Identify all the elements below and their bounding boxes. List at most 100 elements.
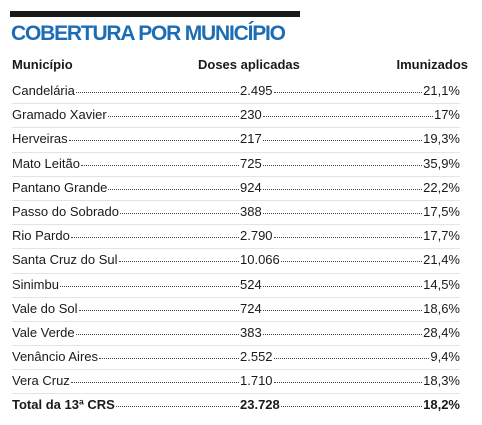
name-cell: Mato Leitão xyxy=(12,156,240,171)
immunized: 21,4% xyxy=(423,252,460,268)
doses: 2.552 xyxy=(240,349,273,365)
doses: 10.066 xyxy=(240,252,280,268)
table-row: Pantano Grande 924 22,2% xyxy=(12,177,460,201)
values-cell: 2.552 9,4% xyxy=(240,349,460,364)
municipality: Vale Verde xyxy=(12,324,75,340)
leader xyxy=(262,188,423,190)
leader xyxy=(118,261,239,263)
immunized: 17,5% xyxy=(423,203,460,219)
leader xyxy=(273,382,423,384)
values-cell: 217 19,3% xyxy=(240,131,460,146)
municipality: Mato Leitão xyxy=(12,155,80,171)
name-cell: Rio Pardo xyxy=(12,228,240,243)
doses: 2.495 xyxy=(240,83,273,98)
municipality: Venâncio Aires xyxy=(12,349,99,365)
name-cell: Sinimbu xyxy=(12,277,240,292)
table-row: Herveiras 217 19,3% xyxy=(12,128,460,153)
values-cell: 2.790 17,7% xyxy=(240,228,460,243)
immunized: 18,2% xyxy=(423,397,460,413)
leader xyxy=(273,358,430,360)
doses: 924 xyxy=(240,179,262,195)
values-cell: 1.710 18,3% xyxy=(240,373,460,388)
table-row: Santa Cruz do Sul 10.066 21,4% xyxy=(12,249,460,274)
immunized: 19,3% xyxy=(423,131,460,147)
leader xyxy=(115,406,239,408)
column-header: Município xyxy=(12,57,73,72)
leader xyxy=(70,382,239,384)
values-cell: 924 22,2% xyxy=(240,180,460,195)
municipality: Rio Pardo xyxy=(12,228,70,244)
immunized: 35,9% xyxy=(423,155,460,171)
values-cell: 230 17% xyxy=(240,107,460,122)
name-cell: Passo do Sobrado xyxy=(12,204,240,219)
leader xyxy=(273,92,423,93)
leader xyxy=(262,309,423,311)
doses: 383 xyxy=(240,324,262,340)
leader xyxy=(70,237,239,239)
table-row: Sinimbu 524 14,5% xyxy=(12,274,460,298)
leader xyxy=(75,333,239,335)
doses: 724 xyxy=(240,300,262,316)
values-cell: 724 18,6% xyxy=(240,301,460,316)
municipality: Santa Cruz do Sul xyxy=(12,252,118,268)
values-cell: 725 35,9% xyxy=(240,156,460,171)
name-cell: Santa Cruz do Sul xyxy=(12,252,240,267)
leader xyxy=(78,309,239,311)
values-cell: 524 14,5% xyxy=(240,277,460,292)
values-cell: 383 28,4% xyxy=(240,325,460,340)
name-cell: Vale Verde xyxy=(12,325,240,340)
name-cell: Total da 13ª CRS xyxy=(12,397,240,412)
leader xyxy=(68,140,239,142)
leader xyxy=(262,333,423,335)
table-row: Candelária 2.495 21,1% xyxy=(12,80,460,105)
leader xyxy=(59,285,239,287)
leader xyxy=(262,285,423,287)
name-cell: Gramado Xavier xyxy=(12,107,240,122)
immunized: 14,5% xyxy=(423,276,460,292)
municipality: Candelária xyxy=(12,83,75,98)
values-cell: 388 17,5% xyxy=(240,204,460,219)
table-row: Vera Cruz 1.710 18,3% xyxy=(12,370,460,395)
doses: 230 xyxy=(240,107,262,123)
leader xyxy=(280,406,423,408)
leader xyxy=(280,261,423,263)
leader xyxy=(108,188,239,190)
doses: 388 xyxy=(240,203,262,219)
leader xyxy=(262,140,423,142)
doses: 524 xyxy=(240,276,262,292)
column-headers: Município Doses aplicadas Imunizados xyxy=(12,57,468,75)
table-row: Venâncio Aires 2.552 9,4% xyxy=(12,346,460,371)
doses: 2.790 xyxy=(240,228,273,244)
doses: 1.710 xyxy=(240,373,273,389)
municipality: Vale do Sol xyxy=(12,300,78,316)
municipality: Pantano Grande xyxy=(12,179,108,195)
leader xyxy=(262,164,423,166)
immunized: 17% xyxy=(433,107,460,123)
municipality: Herveiras xyxy=(12,131,68,147)
top-rule xyxy=(10,11,300,17)
values-cell: 10.066 21,4% xyxy=(240,252,460,267)
immunized: 18,6% xyxy=(423,300,460,316)
immunized: 17,7% xyxy=(423,228,460,244)
municipality: Sinimbu xyxy=(12,276,59,292)
table-row: Gramado Xavier 230 17% xyxy=(12,104,460,129)
table-row: Vale Verde 383 28,4% xyxy=(12,322,460,347)
table-row: Mato Leitão 725 35,9% xyxy=(12,153,460,177)
leader xyxy=(99,358,239,360)
immunized: 21,1% xyxy=(423,83,460,98)
leader xyxy=(80,164,239,166)
immunized: 28,4% xyxy=(423,324,460,340)
municipality: Total da 13ª CRS xyxy=(12,397,115,413)
name-cell: Pantano Grande xyxy=(12,180,240,195)
table-row: Vale do Sol 724 18,6% xyxy=(12,298,460,322)
municipality: Gramado Xavier xyxy=(12,107,107,123)
values-cell: 2.495 21,1% xyxy=(240,83,460,98)
leader xyxy=(262,116,433,118)
leader xyxy=(273,237,423,239)
leader xyxy=(262,212,423,214)
doses: 217 xyxy=(240,131,262,147)
immunized: 22,2% xyxy=(423,179,460,195)
municipality: Vera Cruz xyxy=(12,373,70,389)
name-cell: Vale do Sol xyxy=(12,301,240,316)
